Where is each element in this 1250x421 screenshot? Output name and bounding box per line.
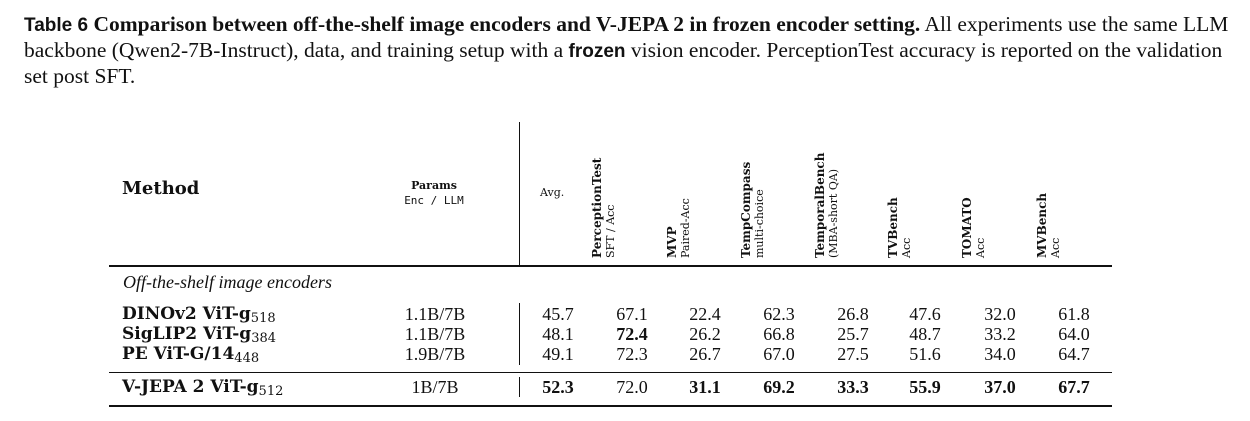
- col-header-sub: Acc: [1049, 237, 1062, 258]
- col-header-name: TempCompass: [739, 161, 753, 258]
- cell-tempcompass: 67.0: [763, 344, 795, 364]
- cell-avg: 52.3: [542, 377, 574, 397]
- row-method-name: PE ViT-G/14: [122, 344, 235, 364]
- table-title: Comparison between off-the-shelf image e…: [93, 12, 921, 36]
- cell-mvp: 31.1: [689, 377, 721, 397]
- cell-tvbench: 55.9: [909, 377, 941, 397]
- col-header-sub: multi-choice: [753, 189, 766, 258]
- row-method: DINOv2 ViT-g518: [122, 304, 276, 326]
- cell-mvp: 26.7: [689, 344, 721, 364]
- section-label: Off-the-shelf image encoders: [123, 272, 332, 292]
- cell-tempcompass: 66.8: [763, 324, 795, 344]
- cell-mvbench: 64.7: [1058, 344, 1090, 364]
- header-vertical-rule: [519, 122, 520, 265]
- row-method: V-JEPA 2 ViT-g512: [122, 377, 283, 399]
- params-header: Params Enc / LLM: [378, 178, 490, 208]
- header-bottom-rule: [109, 265, 1112, 267]
- table-label: Table 6: [24, 15, 89, 36]
- cell-tomato: 33.2: [984, 324, 1016, 344]
- cell-temporalbench: 26.8: [837, 304, 869, 324]
- params-header-sub: Enc / LLM: [404, 194, 464, 207]
- col-header-sub: (MBA-short QA): [827, 168, 840, 258]
- row-method-name: SigLIP2 ViT-g: [122, 324, 252, 344]
- avg-header: Avg.: [540, 186, 565, 199]
- table-row: SigLIP2 ViT-g384 1.1B/7B 48.1 72.4 26.2 …: [0, 324, 1250, 346]
- cell-tvbench: 48.7: [909, 324, 941, 344]
- col-header-name: TOMATO: [960, 197, 974, 258]
- cell-perceptiontest: 67.1: [616, 304, 648, 324]
- cell-mvbench: 67.7: [1058, 377, 1090, 397]
- row-method-resolution: 448: [234, 351, 260, 366]
- row-method-name: V-JEPA 2 ViT-g: [122, 377, 259, 397]
- highlight-vertical-rule: [519, 377, 520, 397]
- caption-text-before: All experiments use the same LLM backbon…: [24, 12, 1229, 62]
- method-header: Method: [122, 178, 200, 199]
- row-params: 1.1B/7B: [404, 304, 466, 324]
- cell-tvbench: 51.6: [909, 344, 941, 364]
- params-header-title: Params: [411, 179, 457, 192]
- col-header-sub: Paired-Acc: [679, 198, 692, 258]
- cell-tempcompass: 69.2: [763, 377, 795, 397]
- cell-perceptiontest: 72.3: [616, 344, 648, 364]
- row-method: SigLIP2 ViT-g384: [122, 324, 276, 346]
- cell-tomato: 37.0: [984, 377, 1016, 397]
- body-vertical-rule: [519, 303, 520, 365]
- cell-temporalbench: 27.5: [837, 344, 869, 364]
- col-header-name: TVBench: [886, 197, 900, 258]
- cell-mvp: 26.2: [689, 324, 721, 344]
- caption-keyword: frozen: [568, 41, 626, 62]
- table-bottom-rule: [109, 405, 1112, 407]
- table-row: PE ViT-G/14448 1.9B/7B 49.1 72.3 26.7 67…: [0, 344, 1250, 366]
- cell-temporalbench: 25.7: [837, 324, 869, 344]
- row-params: 1.1B/7B: [404, 324, 466, 344]
- cell-perceptiontest: 72.0: [616, 377, 648, 397]
- group-separator-rule: [109, 372, 1112, 373]
- col-header-sub: Acc: [974, 237, 987, 258]
- row-params: 1.9B/7B: [404, 344, 466, 364]
- cell-perceptiontest: 72.4: [616, 324, 648, 344]
- row-params: 1B/7B: [411, 377, 459, 397]
- cell-mvbench: 64.0: [1058, 324, 1090, 344]
- cell-avg: 48.1: [542, 324, 574, 344]
- row-method-resolution: 384: [251, 331, 277, 346]
- table-caption: Table 6 Comparison between off-the-shelf…: [24, 12, 1229, 89]
- row-method: PE ViT-G/14448: [122, 344, 259, 366]
- cell-avg: 45.7: [542, 304, 574, 324]
- row-method-resolution: 518: [250, 311, 276, 326]
- col-header-name: PerceptionTest: [590, 157, 604, 258]
- col-header-name: TemporalBench: [813, 152, 827, 258]
- cell-tempcompass: 62.3: [763, 304, 795, 324]
- table-row-highlight: V-JEPA 2 ViT-g512 1B/7B 52.3 72.0 31.1 6…: [0, 377, 1250, 399]
- cell-temporalbench: 33.3: [837, 377, 869, 397]
- cell-tvbench: 47.6: [909, 304, 941, 324]
- col-header-name: MVP: [665, 226, 679, 258]
- cell-mvbench: 61.8: [1058, 304, 1090, 324]
- col-header-name: MVBench: [1035, 192, 1049, 258]
- col-header-sub: Acc: [900, 237, 913, 258]
- caption-text-after: vision encoder. PerceptionTest accuracy …: [24, 38, 1223, 88]
- row-method-resolution: 512: [258, 384, 284, 399]
- cell-mvp: 22.4: [689, 304, 721, 324]
- col-header-sub: SFT / Acc: [604, 204, 617, 258]
- cell-tomato: 34.0: [984, 344, 1016, 364]
- row-method-name: DINOv2 ViT-g: [122, 304, 251, 324]
- table-row: DINOv2 ViT-g518 1.1B/7B 45.7 67.1 22.4 6…: [0, 304, 1250, 326]
- cell-tomato: 32.0: [984, 304, 1016, 324]
- cell-avg: 49.1: [542, 344, 574, 364]
